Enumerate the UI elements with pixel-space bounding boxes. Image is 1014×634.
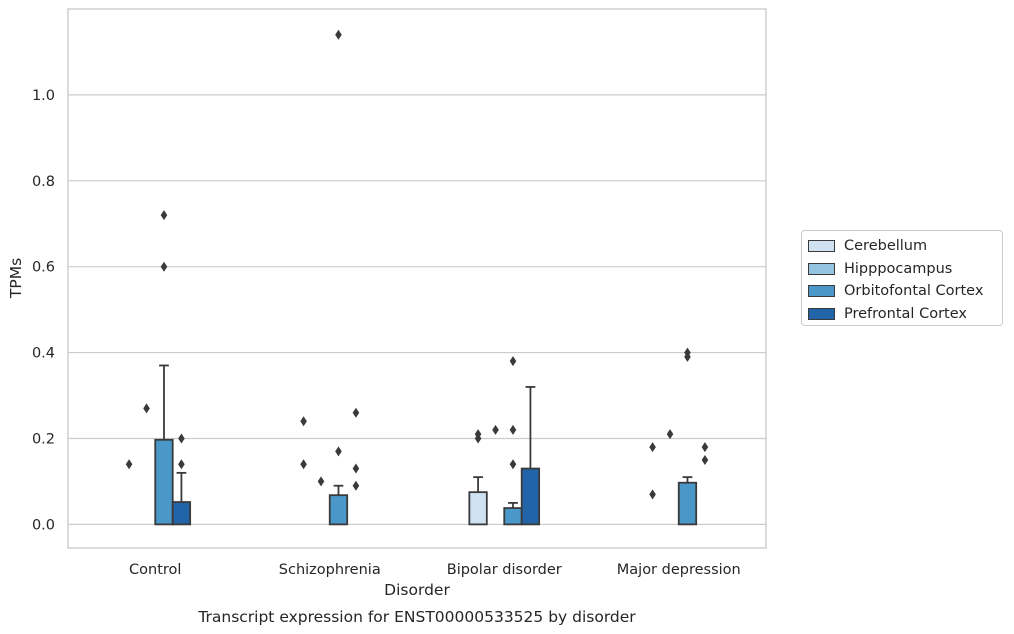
legend-label-prefrontal-cortex: Prefrontal Cortex — [844, 305, 967, 322]
outlier-prefrontal-cortex — [701, 442, 709, 453]
y-tick-labels: 0.0 0.2 0.4 0.6 0.8 1.0 — [32, 88, 55, 533]
outlier-cerebellum — [300, 459, 307, 470]
outlier-prefrontal-cortex — [352, 480, 360, 491]
legend-swatch-hipppocampus — [808, 262, 835, 275]
outlier-orbitofontal-cortex — [160, 261, 168, 272]
legend-item-hipppocampus: Hipppocampus — [808, 258, 1002, 281]
outlier-cerebellum — [649, 489, 656, 500]
chart-title: Transcript expression for ENST0000053352… — [197, 608, 636, 626]
outlier-hipppocampus — [492, 424, 499, 435]
x-tick-label: Major depression — [617, 562, 741, 578]
outlier-hipppocampus — [143, 403, 150, 414]
outlier-orbitofontal-cortex — [684, 351, 691, 362]
outlier-hipppocampus — [666, 429, 674, 440]
outlier-prefrontal-cortex — [352, 407, 360, 418]
legend-label-cerebellum: Cerebellum — [844, 238, 928, 254]
x-axis-label: Disorder — [384, 581, 450, 599]
legend-label-hipppocampus: Hipppocampus — [844, 260, 953, 277]
plot-background — [68, 9, 766, 548]
outlier-orbitofontal-cortex — [509, 356, 517, 367]
x-tick-labels: Control Schizophrenia Bipolar disorder Majo… — [129, 562, 741, 578]
bar-orbitofontal-cortex — [503, 507, 523, 526]
outlier-prefrontal-cortex — [178, 433, 185, 444]
y-tick-label: 0.0 — [32, 517, 55, 533]
bar-prefrontal-cortex — [520, 467, 541, 526]
outlier-hipppocampus — [317, 476, 325, 487]
legend-swatch-prefrontal-cortex — [808, 307, 835, 320]
outlier-orbitofontal-cortex — [335, 446, 342, 457]
outlier-orbitofontal-cortex — [509, 459, 517, 470]
outlier-prefrontal-cortex — [352, 463, 360, 474]
plot-frame — [67, 8, 767, 549]
outlier-points — [125, 29, 709, 500]
x-tick-label: Bipolar disorder — [447, 562, 562, 578]
outlier-prefrontal-cortex — [178, 459, 185, 470]
x-tick-label: Control — [129, 562, 181, 578]
y-tick-label: 0.6 — [32, 260, 55, 276]
outlier-orbitofontal-cortex — [160, 210, 168, 221]
y-axis-label: TPMs — [7, 258, 25, 299]
legend-swatch-orbitofontal-cortex — [808, 285, 835, 298]
error-bars — [159, 364, 693, 509]
legend-item-orbitofontal-cortex: Orbitofontal Cortex — [808, 280, 1002, 303]
outlier-prefrontal-cortex — [701, 454, 709, 465]
y-tick-label: 0.4 — [32, 346, 55, 362]
bar-orbitofontal-cortex — [328, 494, 349, 526]
outlier-orbitofontal-cortex — [509, 424, 517, 435]
x-tick-label: Schizophrenia — [279, 562, 381, 578]
outlier-cerebellum — [649, 442, 656, 453]
legend-label-orbitofontal-cortex: Orbitofontal Cortex — [844, 283, 984, 299]
bar-prefrontal-cortex — [171, 501, 192, 526]
bar-cerebellum — [468, 491, 488, 526]
y-tick-label: 1.0 — [32, 88, 55, 104]
legend-item-prefrontal-cortex: Prefrontal Cortex — [808, 303, 1002, 326]
y-tick-label: 0.8 — [32, 174, 55, 190]
outlier-cerebellum — [300, 416, 307, 427]
outlier-orbitofontal-cortex — [335, 29, 342, 40]
outlier-cerebellum — [125, 459, 133, 470]
bar-orbitofontal-cortex — [677, 481, 698, 526]
legend-item-cerebellum: Cerebellum — [808, 235, 1002, 258]
y-tick-label: 0.2 — [32, 431, 55, 447]
legend-swatch-cerebellum — [808, 240, 835, 253]
legend: Cerebellum Hipppocampus Orbitofontal Cor… — [801, 230, 1003, 326]
outlier-cerebellum — [474, 433, 482, 444]
bar-orbitofontal-cortex — [154, 438, 174, 526]
